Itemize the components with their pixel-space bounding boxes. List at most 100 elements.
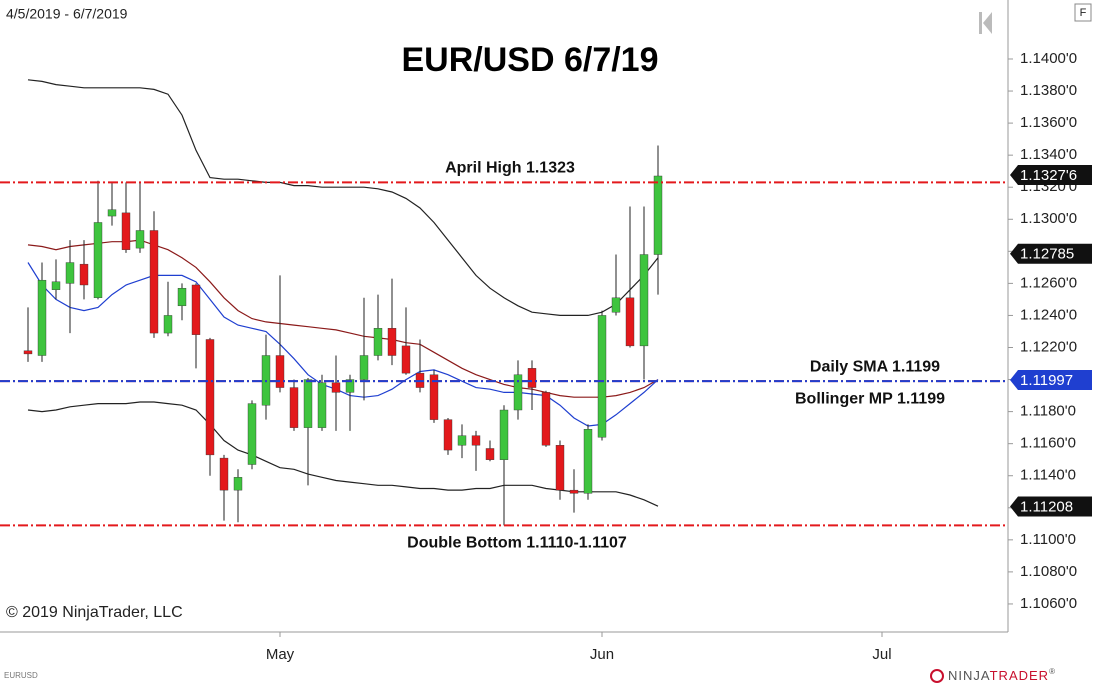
price-marker — [1010, 496, 1092, 517]
candle-body — [611, 297, 621, 313]
candle-body — [345, 379, 355, 393]
icon-arrow — [983, 12, 992, 34]
y-tick-label: 1.1360'0 — [1020, 114, 1077, 131]
level-label: April High 1.1323 — [445, 160, 575, 177]
y-tick-label: 1.1260'0 — [1020, 274, 1077, 291]
candle-body — [317, 382, 327, 428]
candle — [79, 240, 89, 300]
indicator-line — [27, 401, 659, 507]
indicator-line — [27, 239, 659, 398]
candle-body — [401, 345, 411, 374]
candle — [513, 360, 523, 420]
candle-body — [639, 254, 649, 347]
candle — [289, 379, 299, 431]
candle-body — [303, 379, 313, 428]
candle-body — [205, 339, 215, 456]
candle-body — [233, 477, 243, 491]
candle-body — [289, 387, 299, 428]
y-tick-label: 1.1160'0 — [1020, 435, 1076, 452]
candle — [163, 281, 173, 337]
candle-body — [457, 435, 467, 446]
candle — [429, 369, 439, 423]
panel-button[interactable] — [1074, 3, 1092, 22]
x-tick-label: Jun — [590, 646, 614, 663]
candle-body — [65, 262, 75, 284]
price-marker-label: 1.1327'6 — [1020, 167, 1077, 184]
x-tick-label: Jul — [872, 646, 891, 663]
candle-body — [107, 209, 117, 217]
y-tick-label: 1.1240'0 — [1020, 306, 1077, 323]
candle — [275, 275, 285, 393]
candle-body — [583, 429, 593, 494]
candle — [65, 240, 75, 334]
y-tick-label: 1.1340'0 — [1020, 146, 1077, 163]
candle — [233, 469, 243, 523]
candle — [443, 418, 453, 455]
candle — [51, 259, 61, 300]
y-tick-label: 1.1300'0 — [1020, 210, 1077, 227]
date-range: 4/5/2019 - 6/7/2019 — [6, 6, 128, 22]
y-tick-label: 1.1140'0 — [1020, 467, 1076, 484]
candle-body — [135, 230, 145, 249]
candle — [583, 424, 593, 500]
indicator-line — [27, 79, 659, 316]
candle-body — [387, 328, 397, 356]
candle — [149, 211, 159, 338]
candle-body — [527, 368, 537, 388]
candle — [387, 278, 397, 366]
icon-bar — [979, 12, 982, 34]
candle-body — [555, 445, 565, 491]
price-marker — [1010, 370, 1092, 391]
candle-body — [513, 374, 523, 411]
candle — [219, 454, 229, 521]
candle-body — [121, 212, 131, 250]
price-marker-label: 1.11997 — [1020, 372, 1073, 389]
candle — [611, 254, 621, 316]
y-tick-label: 1.1080'0 — [1020, 563, 1077, 580]
candle-body — [331, 382, 341, 393]
candle-body — [359, 355, 369, 380]
copyright: © 2019 NinjaTrader, LLC — [6, 604, 183, 621]
candle — [177, 283, 187, 321]
candle — [247, 400, 257, 470]
candle-body — [653, 175, 663, 255]
brand: NINJATRADER® — [948, 667, 1056, 683]
candle-body — [443, 419, 453, 451]
y-tick-label: 1.1100'0 — [1020, 531, 1076, 548]
candle-body — [471, 435, 481, 446]
brand-first: NINJA — [948, 668, 990, 683]
y-tick-label: 1.1060'0 — [1020, 595, 1077, 612]
brand-mark: ® — [1049, 667, 1056, 676]
chart-title: EUR/USD 6/7/19 — [402, 41, 659, 79]
collapse-icon[interactable] — [979, 12, 992, 34]
level-label: Bollinger MP 1.1199 — [795, 390, 945, 407]
x-tick-label: May — [266, 646, 295, 663]
candle-body — [23, 350, 33, 355]
candle-body — [625, 297, 635, 347]
candle — [639, 206, 649, 380]
candle — [135, 182, 145, 253]
candle — [191, 283, 201, 369]
candle-body — [149, 230, 159, 334]
candle — [107, 182, 117, 226]
candle-body — [597, 315, 607, 438]
y-tick-label: 1.1400'0 — [1020, 50, 1077, 67]
candle-body — [275, 355, 285, 388]
candle — [597, 310, 607, 441]
candle — [37, 262, 47, 362]
candle — [471, 430, 481, 471]
candle — [303, 377, 313, 486]
candle-body — [429, 374, 439, 420]
y-tick-label: 1.1380'0 — [1020, 82, 1077, 99]
candle — [555, 440, 565, 500]
level-label: Double Bottom 1.1110-1.1107 — [407, 535, 627, 552]
candle-body — [51, 281, 61, 290]
price-marker — [1010, 165, 1092, 186]
candle — [331, 355, 341, 431]
candle — [401, 307, 411, 375]
candle — [373, 294, 383, 361]
price-marker — [1010, 243, 1092, 264]
candle-body — [219, 457, 229, 491]
